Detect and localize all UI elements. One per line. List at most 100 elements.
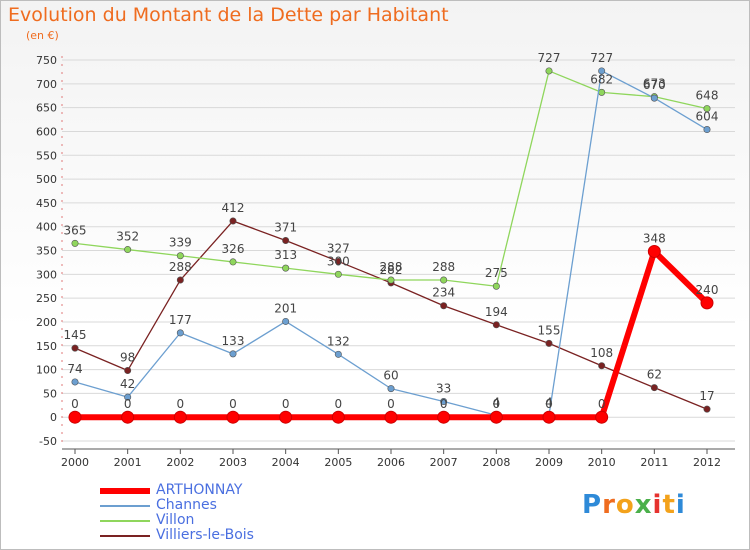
data-label: 670 (643, 78, 666, 92)
x-tick-label: 2002 (166, 456, 194, 469)
legend-item-arthonnay: ARTHONNAY (100, 483, 254, 498)
y-tick-label: 350 (36, 245, 57, 258)
data-point (650, 94, 658, 102)
chart-title: Evolution du Montant de la Dette par Hab… (8, 4, 449, 26)
data-point (279, 410, 293, 424)
data-point (542, 410, 556, 424)
data-label: 288 (169, 260, 192, 274)
data-label: 300 (327, 254, 350, 268)
x-tick-label: 2001 (114, 456, 142, 469)
data-label: 348 (643, 231, 666, 245)
data-label: 201 (274, 301, 297, 315)
data-point (229, 217, 237, 225)
data-point (440, 397, 448, 405)
chart-subtitle: (en €) (26, 29, 59, 42)
x-tick-label: 2004 (272, 456, 300, 469)
data-point (387, 385, 395, 393)
legend-swatch-villiers-le-bois (100, 534, 150, 537)
data-point (492, 282, 500, 290)
data-label: 74 (67, 362, 82, 376)
y-tick-label: 750 (36, 54, 57, 67)
data-point (176, 276, 184, 284)
y-tick-label: 100 (36, 364, 57, 377)
data-point (384, 410, 398, 424)
data-label: 132 (327, 334, 350, 348)
legend-item-villon: Villon (100, 513, 254, 528)
logo-letter: o (615, 490, 635, 520)
data-label: 326 (222, 242, 245, 256)
legend-item-villiers-le-bois: Villiers-le-Bois (100, 528, 254, 543)
data-label: 234 (432, 286, 455, 300)
data-label: 682 (590, 72, 613, 86)
data-point (176, 329, 184, 337)
data-label: 0 (229, 397, 237, 411)
data-label: 0 (71, 397, 79, 411)
legend-swatch-arthonnay (100, 487, 150, 494)
data-point (124, 393, 132, 401)
data-label: 62 (647, 368, 662, 382)
data-point (176, 252, 184, 260)
data-label: 412 (222, 201, 245, 215)
logo-letter: i (675, 490, 686, 520)
y-tick-label: -50 (39, 435, 57, 448)
data-label: 240 (696, 283, 719, 297)
legend-label: Villon (156, 512, 195, 528)
data-point (598, 88, 606, 96)
x-tick-label: 2011 (640, 456, 668, 469)
data-point (229, 258, 237, 266)
data-point (703, 105, 711, 113)
y-tick-label: 700 (36, 78, 57, 91)
data-label: 4 (545, 395, 553, 409)
x-tick-label: 2005 (324, 456, 352, 469)
data-point (647, 244, 661, 258)
data-point (121, 410, 135, 424)
legend-swatch-villon (100, 519, 150, 522)
legend-label: Villiers-le-Bois (156, 527, 254, 543)
data-label: 288 (432, 260, 455, 274)
y-tick-label: 450 (36, 197, 57, 210)
data-point (226, 410, 240, 424)
data-label: 275 (485, 266, 508, 280)
data-point (282, 317, 290, 325)
data-point (440, 302, 448, 310)
data-label: 4 (493, 395, 501, 409)
legend-label: Channes (156, 497, 217, 513)
y-tick-label: 500 (36, 173, 57, 186)
data-label: 0 (387, 397, 395, 411)
data-label: 0 (493, 397, 501, 411)
legend-item-channes: Channes (100, 498, 254, 513)
data-point (489, 410, 503, 424)
y-tick-label: 150 (36, 340, 57, 353)
x-tick-label: 2006 (377, 456, 405, 469)
legend: ARTHONNAY Channes Villon Villiers-le-Boi… (100, 483, 254, 543)
y-tick-label: 0 (50, 411, 57, 424)
logo-letter: x (634, 490, 653, 520)
y-tick-label: 200 (36, 316, 57, 329)
data-point (334, 257, 342, 265)
y-tick-label: 550 (36, 149, 57, 162)
data-label: 194 (485, 305, 508, 319)
data-point (124, 246, 132, 254)
data-label: 352 (116, 230, 139, 244)
data-point (437, 410, 451, 424)
data-label: 313 (274, 248, 297, 262)
x-tick-label: 2009 (535, 456, 563, 469)
data-point (492, 321, 500, 329)
data-label: 727 (538, 51, 561, 65)
data-point (71, 378, 79, 386)
data-label: 327 (327, 241, 350, 255)
data-label: 673 (643, 77, 666, 91)
data-label: 0 (282, 397, 290, 411)
data-label: 727 (590, 51, 613, 65)
data-label: 0 (177, 397, 185, 411)
data-label: 60 (383, 369, 398, 383)
data-point (545, 339, 553, 347)
data-label: 339 (169, 236, 192, 250)
data-label: 108 (590, 346, 613, 360)
data-label: 371 (274, 220, 297, 234)
data-point (173, 410, 187, 424)
legend-label: ARTHONNAY (156, 482, 243, 498)
data-label: 42 (120, 377, 135, 391)
data-point (598, 67, 606, 75)
